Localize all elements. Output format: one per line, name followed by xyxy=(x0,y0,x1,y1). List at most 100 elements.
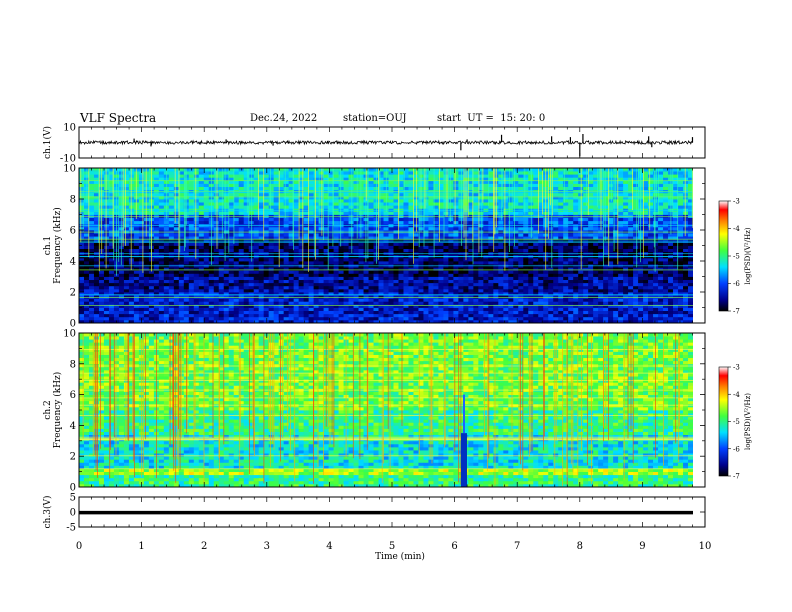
spec1-cell xyxy=(493,316,499,321)
spec1-cell xyxy=(413,233,419,237)
spec1-cell xyxy=(173,186,180,191)
spec1-cell xyxy=(218,248,225,253)
spec1-cell xyxy=(113,301,120,305)
spec1-cell xyxy=(338,233,344,237)
spec1-cell xyxy=(88,205,95,209)
spec1-cell xyxy=(523,319,529,323)
spec1-cell xyxy=(558,313,564,318)
spec1-cell xyxy=(468,257,474,262)
spec1-cell xyxy=(548,248,554,253)
spec1-cell xyxy=(538,242,544,246)
spec1-cell xyxy=(348,288,354,293)
spec1-cell xyxy=(158,226,165,231)
spec1-cell xyxy=(548,316,554,321)
spec1-cell xyxy=(423,211,429,215)
spec1-cell xyxy=(138,202,145,206)
spec1-cell xyxy=(303,186,310,191)
spec1-cell xyxy=(383,214,389,218)
spec1-cell xyxy=(413,313,419,318)
spec1-cell xyxy=(508,195,514,200)
spec1-cell xyxy=(198,180,205,184)
spec1-cell xyxy=(488,183,494,187)
spec1-cell xyxy=(88,267,95,271)
spec1-cell xyxy=(238,171,245,175)
spec1-cell xyxy=(433,174,439,178)
spec1-cell xyxy=(213,195,220,200)
spec1-cell xyxy=(103,205,110,209)
spec1-cell xyxy=(338,236,344,240)
spec1-cell xyxy=(523,313,529,318)
spec1-cell xyxy=(228,205,235,209)
spec1-cell xyxy=(238,214,245,218)
spec1-cell xyxy=(333,217,339,222)
spec1-cell xyxy=(208,292,215,296)
spec1-cell xyxy=(88,236,95,240)
spec1-cell xyxy=(93,171,100,175)
spec1-cell xyxy=(508,273,514,277)
spec1-cell xyxy=(128,217,135,222)
spec1-cell xyxy=(343,245,349,249)
spec1-cell xyxy=(438,195,444,200)
spec1-cell xyxy=(103,316,110,321)
spec1-cell xyxy=(263,292,270,296)
spec1-cell xyxy=(133,295,140,299)
spec1-cell xyxy=(203,319,210,323)
spec1-cell xyxy=(128,319,135,323)
spec1-cell xyxy=(418,267,424,271)
spec1-cell xyxy=(208,282,215,287)
spec1-cell xyxy=(103,298,110,302)
spec1-cell xyxy=(423,301,429,305)
spec1-cell xyxy=(93,307,100,311)
spec1-cell xyxy=(328,276,334,280)
spec1-cell xyxy=(293,211,300,215)
spec1-cell xyxy=(308,195,315,200)
spec1-cell xyxy=(158,236,165,240)
spec1-cell xyxy=(283,319,290,323)
spec1-cell xyxy=(438,233,444,237)
spec1-cell xyxy=(79,307,85,311)
spec1-cell xyxy=(473,248,479,253)
spec1-cell xyxy=(228,316,235,321)
spec1-cell xyxy=(548,245,554,249)
spec1-cell xyxy=(478,304,484,308)
spec1-cell xyxy=(383,319,389,323)
spec1-cell xyxy=(538,174,544,178)
spec1-cell xyxy=(263,261,270,265)
spec1-cell xyxy=(328,217,334,222)
spec1-cell xyxy=(288,211,295,215)
spec1-cell xyxy=(223,233,230,237)
spec1-cell xyxy=(428,307,434,311)
spec1-cell xyxy=(548,279,554,284)
spec1-cell xyxy=(348,199,354,203)
spec1-cell xyxy=(338,279,344,284)
spec1-cell xyxy=(468,205,474,209)
spec1-cell xyxy=(548,195,554,200)
spec1-cell xyxy=(128,288,135,293)
spec1-cell xyxy=(568,168,574,172)
spec1-cell xyxy=(483,270,489,274)
spec1-cell xyxy=(228,279,235,284)
spec1-cell xyxy=(538,319,544,323)
spec1-cell xyxy=(493,279,499,284)
spec1-cell xyxy=(473,295,479,299)
spec1-cell xyxy=(398,199,404,203)
spec1-cell xyxy=(88,292,95,296)
spec1-cell xyxy=(243,257,250,262)
spec1-cell xyxy=(523,202,529,206)
spec1-cell xyxy=(408,171,414,175)
spec1-cell xyxy=(173,307,180,311)
spec1-cell xyxy=(93,301,100,305)
spec1-cell xyxy=(368,214,374,218)
spec1-cell xyxy=(348,276,354,280)
spec1-cell xyxy=(498,242,504,246)
spec1-cell xyxy=(428,168,434,172)
spec1-cell xyxy=(528,319,534,323)
spec1-cell xyxy=(268,217,275,222)
spec1-cell xyxy=(388,233,394,237)
spec1-cell xyxy=(423,183,429,187)
spec1-cell xyxy=(423,168,429,172)
spec1-cell xyxy=(568,192,574,197)
spec1-cell xyxy=(533,282,539,287)
spec1-cell xyxy=(493,319,499,323)
spec1-cell xyxy=(98,310,105,315)
